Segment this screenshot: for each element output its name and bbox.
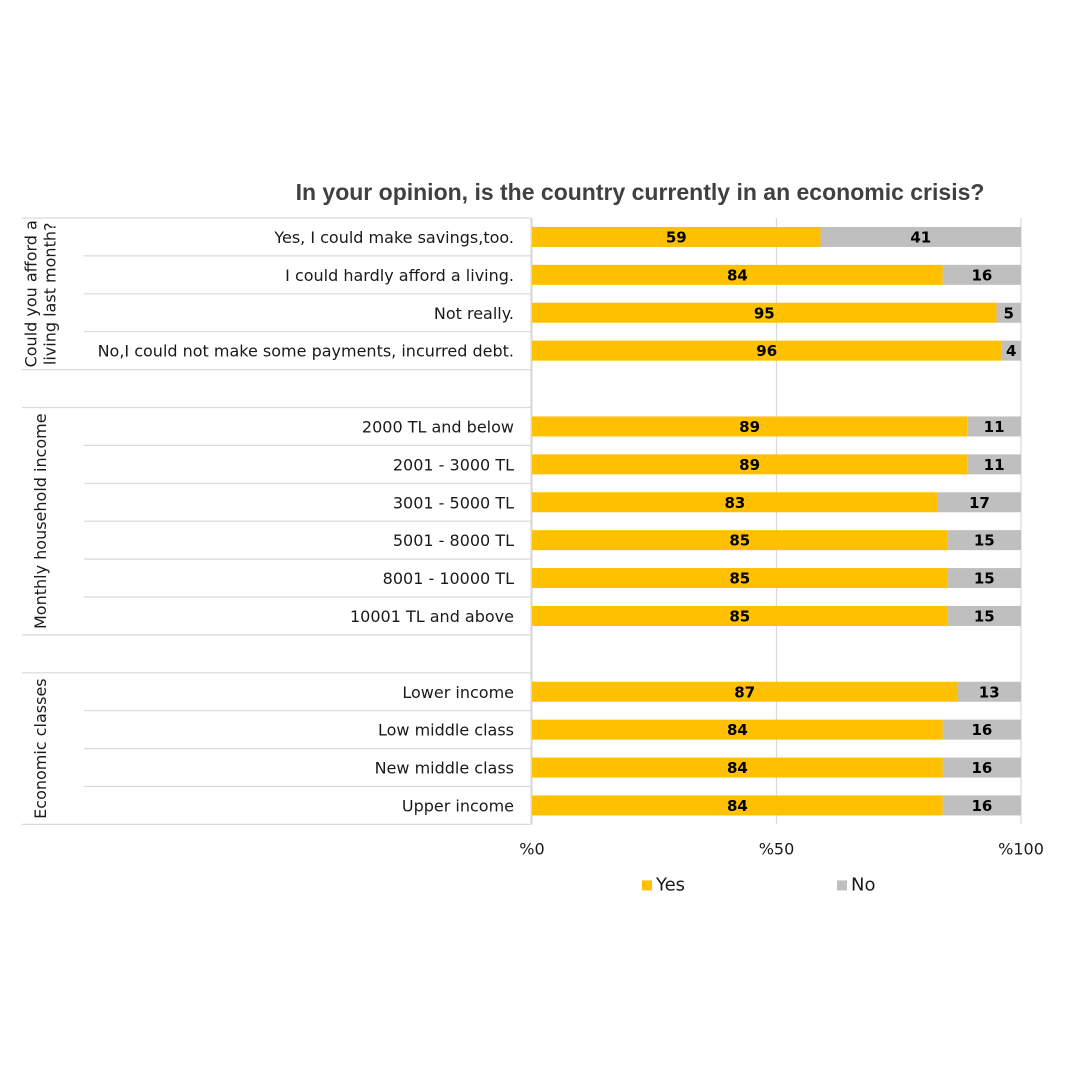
x-axis: %0 %50 %100	[519, 839, 1044, 858]
x-tick-label: %100	[998, 839, 1044, 858]
data-label-no: 17	[969, 494, 990, 512]
category-label: 2000 TL and below	[362, 417, 514, 436]
bar-yes	[532, 795, 943, 816]
data-label-yes: 85	[729, 570, 750, 588]
category-label: No,I could not make some payments, incur…	[98, 342, 514, 361]
data-label-no: 13	[979, 683, 1000, 701]
category-label: 8001 - 10000 TL	[383, 569, 514, 588]
bar-yes	[532, 302, 997, 323]
data-label-no: 41	[910, 228, 931, 246]
bar-no	[942, 757, 1021, 778]
bar-no	[947, 530, 1021, 551]
data-label-no: 4	[1006, 342, 1016, 360]
data-label-yes: 84	[727, 759, 748, 777]
bar-no	[957, 681, 1021, 702]
category-label: Upper income	[402, 796, 514, 815]
bar-yes	[532, 416, 968, 437]
category-label: 2001 - 3000 TL	[393, 455, 514, 474]
bar-yes	[532, 681, 958, 702]
legend: Yes No	[642, 874, 875, 895]
bar-no	[942, 719, 1021, 740]
bar-no	[1001, 340, 1021, 361]
bar-no	[947, 568, 1021, 589]
data-label-no: 15	[974, 532, 995, 550]
group-label: Monthly household income	[31, 413, 50, 629]
bar-yes	[532, 719, 943, 740]
chart-title: In your opinion, is the country currentl…	[296, 179, 985, 205]
legend-swatch-no	[837, 880, 847, 891]
bar-no	[996, 302, 1021, 323]
data-label-no: 15	[974, 570, 995, 588]
bar-no	[942, 795, 1021, 816]
category-label: Low middle class	[378, 721, 514, 740]
data-label-yes: 84	[727, 797, 748, 815]
category-label: Lower income	[402, 683, 514, 702]
data-label-no: 16	[971, 759, 992, 777]
bar-no	[967, 416, 1021, 437]
bar-yes	[532, 530, 948, 551]
group-label: Could you afford a	[22, 220, 41, 367]
legend-label-no: No	[851, 874, 875, 895]
data-label-no: 11	[984, 418, 1005, 436]
bar-yes	[532, 568, 948, 589]
x-tick-label: %0	[519, 839, 544, 858]
bar-yes	[532, 340, 1002, 361]
category-label: I could hardly afford a living.	[285, 266, 514, 285]
bar-no	[942, 264, 1021, 285]
data-label-yes: 84	[727, 721, 748, 739]
data-label-no: 16	[971, 266, 992, 284]
bar-yes	[532, 454, 968, 475]
category-label: 3001 - 5000 TL	[393, 493, 514, 512]
data-label-no: 15	[974, 607, 995, 625]
data-label-yes: 96	[756, 342, 777, 360]
data-label-yes: 59	[666, 228, 687, 246]
bars: 59 41 84 16 95 5 96 4 89 11 89 11 83 17 85 15 85 15 85 15 87…	[532, 226, 1021, 816]
data-label-yes: 95	[754, 304, 775, 322]
group-label: living last month?	[41, 223, 60, 366]
data-label-yes: 84	[727, 266, 748, 284]
category-label: 10001 TL and above	[350, 607, 514, 626]
legend-swatch-yes	[642, 880, 652, 891]
category-label: New middle class	[375, 759, 514, 778]
group-label: Economic classes	[31, 678, 50, 818]
data-label-no: 11	[984, 456, 1005, 474]
data-label-no: 16	[971, 797, 992, 815]
data-label-yes: 87	[734, 683, 755, 701]
bar-yes	[532, 757, 943, 778]
data-label-yes: 85	[729, 607, 750, 625]
data-label-yes: 89	[739, 418, 760, 436]
bar-no	[967, 454, 1021, 475]
bar-yes	[532, 492, 938, 513]
data-label-yes: 85	[729, 532, 750, 550]
bar-no	[937, 492, 1021, 513]
bar-no	[947, 605, 1021, 626]
bar-no	[820, 226, 1021, 247]
x-tick-label: %50	[759, 839, 795, 858]
category-label: Not really.	[434, 304, 514, 323]
bar-yes	[532, 605, 948, 626]
legend-label-yes: Yes	[655, 874, 685, 895]
data-label-yes: 89	[739, 456, 760, 474]
category-label: Yes, I could make savings,too.	[273, 228, 514, 247]
bar-yes	[532, 226, 821, 247]
category-label: 5001 - 8000 TL	[393, 531, 514, 550]
data-label-no: 5	[1004, 304, 1014, 322]
data-label-no: 16	[971, 721, 992, 739]
data-label-yes: 83	[724, 494, 745, 512]
bar-yes	[532, 264, 943, 285]
category-table: Could you afford a living last month? Mont…	[22, 217, 532, 826]
